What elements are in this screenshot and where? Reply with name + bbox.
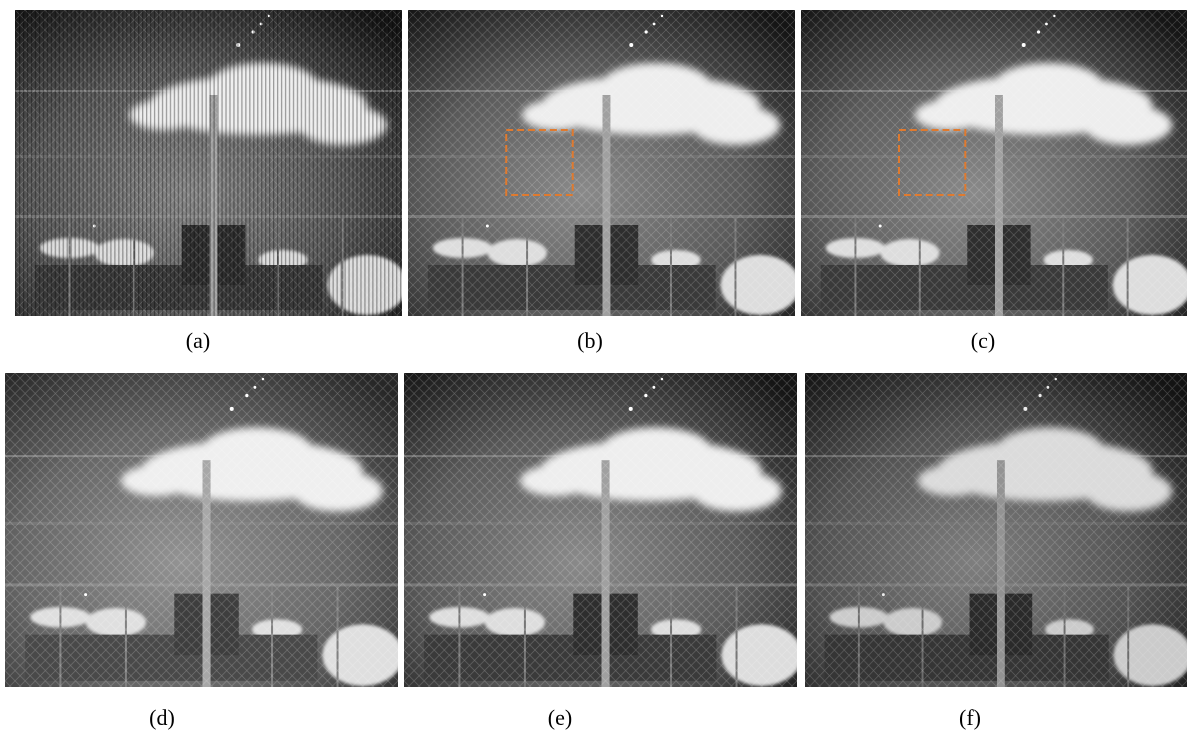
panel-image (408, 10, 795, 316)
panel-label: (c) (943, 328, 1023, 354)
figure: (a) (b) (c) (d) (e) (f) (0, 0, 1187, 733)
panel-image (805, 373, 1187, 687)
panel-label: (a) (158, 328, 238, 354)
panel-label: (e) (520, 705, 600, 731)
panel-image (404, 373, 797, 687)
panel-image (801, 10, 1187, 316)
panel-image (15, 10, 402, 316)
panel-label: (d) (122, 705, 202, 731)
panel-image (5, 373, 398, 687)
panel-label: (f) (930, 705, 1010, 731)
panel-label: (b) (550, 328, 630, 354)
